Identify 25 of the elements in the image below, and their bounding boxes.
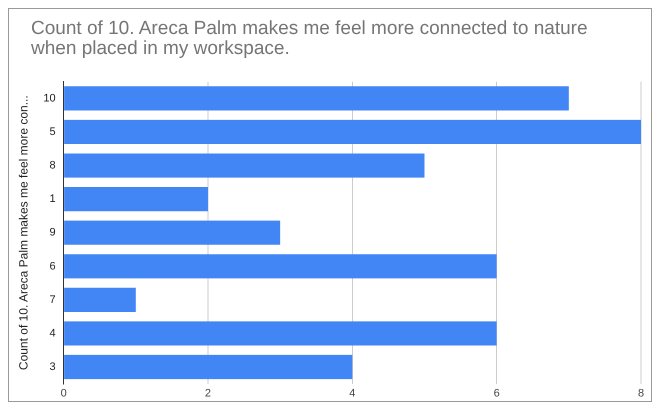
y-tick-label: 3 — [50, 361, 56, 374]
x-tick-label: 2 — [204, 387, 212, 400]
y-tick-label: 9 — [50, 226, 56, 239]
y-tick-label: 1 — [50, 193, 56, 206]
x-tick-label: 4 — [349, 387, 356, 400]
bar — [64, 321, 497, 346]
y-tick-label: 5 — [50, 126, 56, 138]
chart-title: Count of 10. Areca Palm makes me feel more connected to nature when placed in my workspace. — [30, 17, 589, 59]
bar — [64, 220, 280, 245]
x-tick-label: 0 — [60, 387, 67, 400]
y-tick-label: 8 — [50, 160, 56, 172]
bar — [64, 254, 497, 278]
bar — [64, 86, 569, 110]
y-axis-title: Count of 10. Areca Palm makes me feel more con... — [16, 95, 31, 370]
y-tick-label: 4 — [50, 327, 56, 340]
bar — [64, 354, 352, 380]
x-tick-label: 6 — [494, 387, 500, 400]
bar — [64, 153, 424, 178]
bar — [64, 120, 641, 144]
y-tick-label: 6 — [50, 260, 56, 272]
x-tick-label: 8 — [638, 387, 644, 400]
y-tick-label: 10 — [43, 92, 56, 104]
bar — [64, 187, 208, 212]
y-tick-label: 7 — [50, 294, 56, 306]
bar — [64, 288, 136, 312]
